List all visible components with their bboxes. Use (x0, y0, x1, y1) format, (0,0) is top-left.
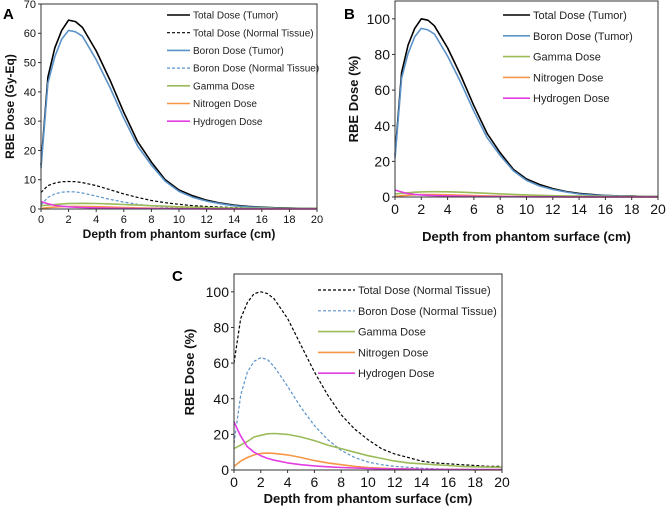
series-line (394, 27, 658, 198)
x-tick-label: 6 (311, 474, 319, 490)
legend-label: Nitrogen Dose (533, 72, 603, 84)
y-tick-label: 50 (24, 58, 36, 70)
legend-label: Gamma Dose (358, 327, 426, 339)
y-tick-label: 80 (213, 319, 229, 335)
x-tick-label: 16 (441, 474, 457, 490)
panel-a: A 0 2 4 6 8 10 12 14 16 18 20 0 10 20 30 40 50 60 70 Depth f… (3, 0, 323, 241)
panel-b: B 0 2 4 6 8 10 12 14 16 18 20 0 20 40 60 80 100 Depth from… (344, 0, 666, 244)
legend-label: Gamma Dose (193, 81, 255, 92)
x-tick-label: 0 (391, 201, 399, 217)
legend: Total Dose (Normal Tissue) Boron Dose (No… (318, 285, 497, 380)
x-tick-label: 2 (257, 474, 265, 490)
panel-letter: B (344, 6, 355, 23)
x-tick-label: 10 (173, 214, 185, 226)
x-tick-label: 12 (545, 201, 561, 217)
series-line (40, 29, 318, 210)
y-tick-label: 60 (374, 82, 390, 98)
series-line (394, 18, 659, 198)
y-tick-label: 20 (374, 153, 390, 169)
x-tick-label: 20 (311, 214, 323, 226)
legend: Total Dose (Tumor) Boron Dose (Tumor) Gamm… (503, 10, 633, 105)
x-tick-label: 0 (230, 474, 238, 490)
panel-letter: A (3, 6, 14, 23)
x-tick-label: 20 (650, 201, 666, 217)
x-tick-label: 20 (494, 474, 510, 490)
legend-label: Gamma Dose (533, 52, 601, 64)
legend-label: Nitrogen Dose (193, 99, 257, 110)
panel-letter: C (172, 268, 183, 285)
x-tick-label: 4 (284, 474, 292, 490)
legend-label: Hydrogen Dose (358, 368, 434, 380)
x-tick-label: 16 (598, 201, 614, 217)
y-tick-label: 40 (374, 118, 390, 134)
y-tick-label: 40 (213, 391, 229, 407)
y-tick-label: 20 (213, 426, 229, 442)
y-tick-label: 20 (24, 145, 36, 157)
x-tick-label: 8 (337, 474, 345, 490)
series-line (40, 180, 317, 209)
x-tick-label: 8 (496, 201, 504, 217)
legend-label: Boron Dose (Normal Tissue) (358, 306, 497, 318)
x-tick-label: 10 (519, 201, 535, 217)
y-tick-label: 30 (24, 116, 36, 128)
y-tick-label: 100 (206, 284, 230, 300)
x-tick-label: 6 (470, 201, 478, 217)
legend-label: Boron Dose (Normal Tissue) (193, 64, 319, 75)
x-tick-label: 16 (256, 214, 268, 226)
y-axis-label: RBE Dose (%) (182, 329, 197, 416)
x-tick-label: 10 (360, 474, 376, 490)
x-axis-label: Depth from phantom surface (cm) (83, 227, 276, 241)
x-tick-label: 12 (387, 474, 403, 490)
x-tick-label: 18 (467, 474, 483, 490)
y-tick-label: 60 (24, 28, 36, 40)
x-tick-label: 14 (414, 474, 430, 490)
legend-label: Nitrogen Dose (358, 347, 428, 359)
legend-label: Hydrogen Dose (193, 117, 263, 128)
x-tick-label: 2 (66, 214, 72, 226)
panel-c: C 0 2 4 6 8 10 12 14 16 18 20 0 20 40 60 80 100 Depth from… (172, 268, 510, 506)
legend-label: Total Dose (Tumor) (193, 11, 278, 22)
y-tick-label: 40 (24, 87, 36, 99)
x-tick-label: 6 (121, 214, 127, 226)
legend-label: Total Dose (Normal Tissue) (193, 28, 314, 39)
x-tick-label: 2 (417, 201, 425, 217)
legend-label: Boron Dose (Tumor) (193, 46, 284, 57)
x-tick-label: 14 (571, 201, 587, 217)
x-tick-label: 12 (200, 214, 212, 226)
y-tick-label: 100 (367, 11, 391, 27)
y-tick-label: 10 (24, 175, 36, 187)
y-axis-label: RBE Dose (%) (346, 56, 361, 143)
x-tick-label: 0 (38, 214, 44, 226)
x-axis-label: Depth from phantom surface (cm) (264, 491, 473, 506)
x-tick-label: 18 (624, 201, 640, 217)
x-tick-label: 8 (148, 214, 154, 226)
x-tick-label: 4 (93, 214, 99, 226)
legend-label: Boron Dose (Tumor) (533, 31, 633, 43)
y-tick-label: 0 (382, 189, 390, 205)
y-tick-label: 60 (213, 355, 229, 371)
legend-label: Total Dose (Tumor) (533, 10, 627, 22)
y-tick-label: 0 (30, 204, 36, 216)
x-tick-label: 4 (444, 201, 452, 217)
y-axis-label: RBE Dose (Gy-Eq) (3, 54, 17, 159)
x-tick-label: 18 (283, 214, 295, 226)
y-tick-label: 70 (24, 0, 36, 11)
y-tick-label: 80 (374, 46, 390, 62)
legend-label: Hydrogen Dose (533, 93, 609, 105)
x-axis-label: Depth from phantom surface (cm) (422, 229, 631, 244)
series-line (233, 432, 503, 469)
y-tick-label: 0 (221, 462, 229, 478)
series-line (40, 191, 317, 210)
legend: Total Dose (Tumor) Total Dose (Normal Tis… (167, 11, 319, 128)
x-tick-label: 14 (228, 214, 240, 226)
legend-label: Total Dose (Normal Tissue) (358, 285, 491, 297)
